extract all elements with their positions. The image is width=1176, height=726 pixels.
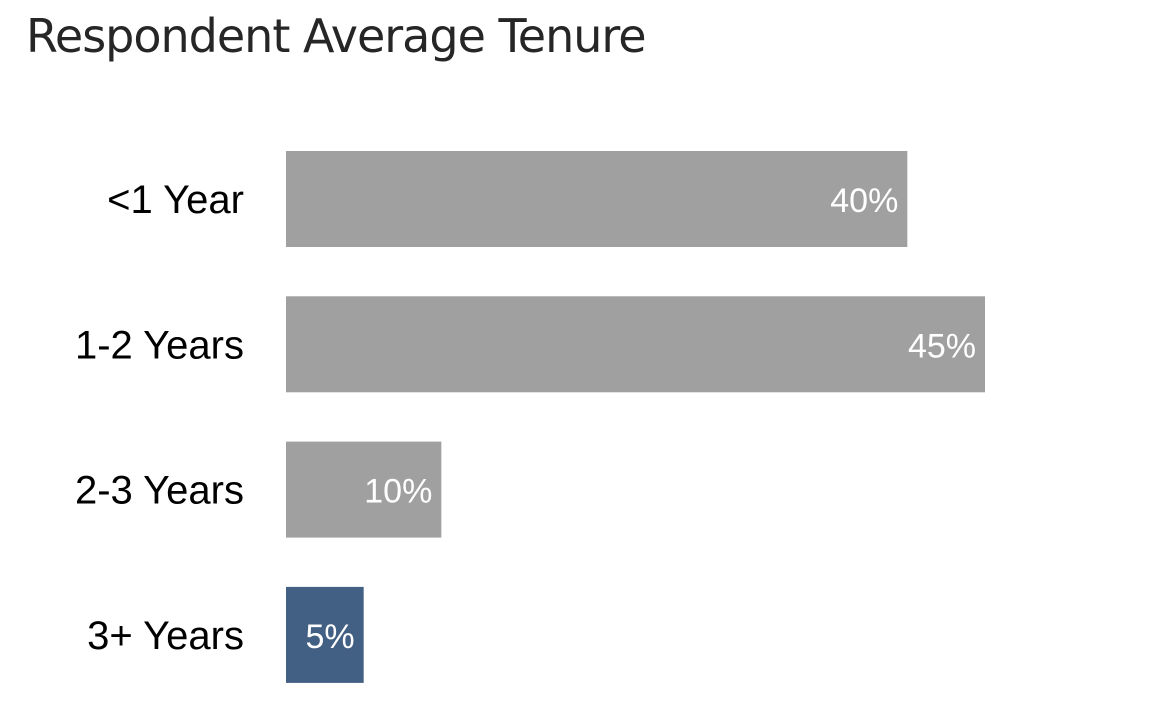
value-label: 10% [364,473,432,511]
value-label: 40% [830,182,898,220]
bar-2 [286,296,985,393]
value-label: 5% [306,618,355,656]
category-label: 2-3 Years [75,469,244,513]
value-label: 45% [908,327,976,365]
bar-3 [286,441,442,538]
category-label: 3+ Years [87,614,244,658]
category-label: 1-2 Years [75,323,244,367]
category-label: <1 Year [107,178,244,222]
bar-1 [286,151,908,247]
bar-4 [286,586,364,683]
chart-title: Respondent Average Tenure [26,9,647,63]
